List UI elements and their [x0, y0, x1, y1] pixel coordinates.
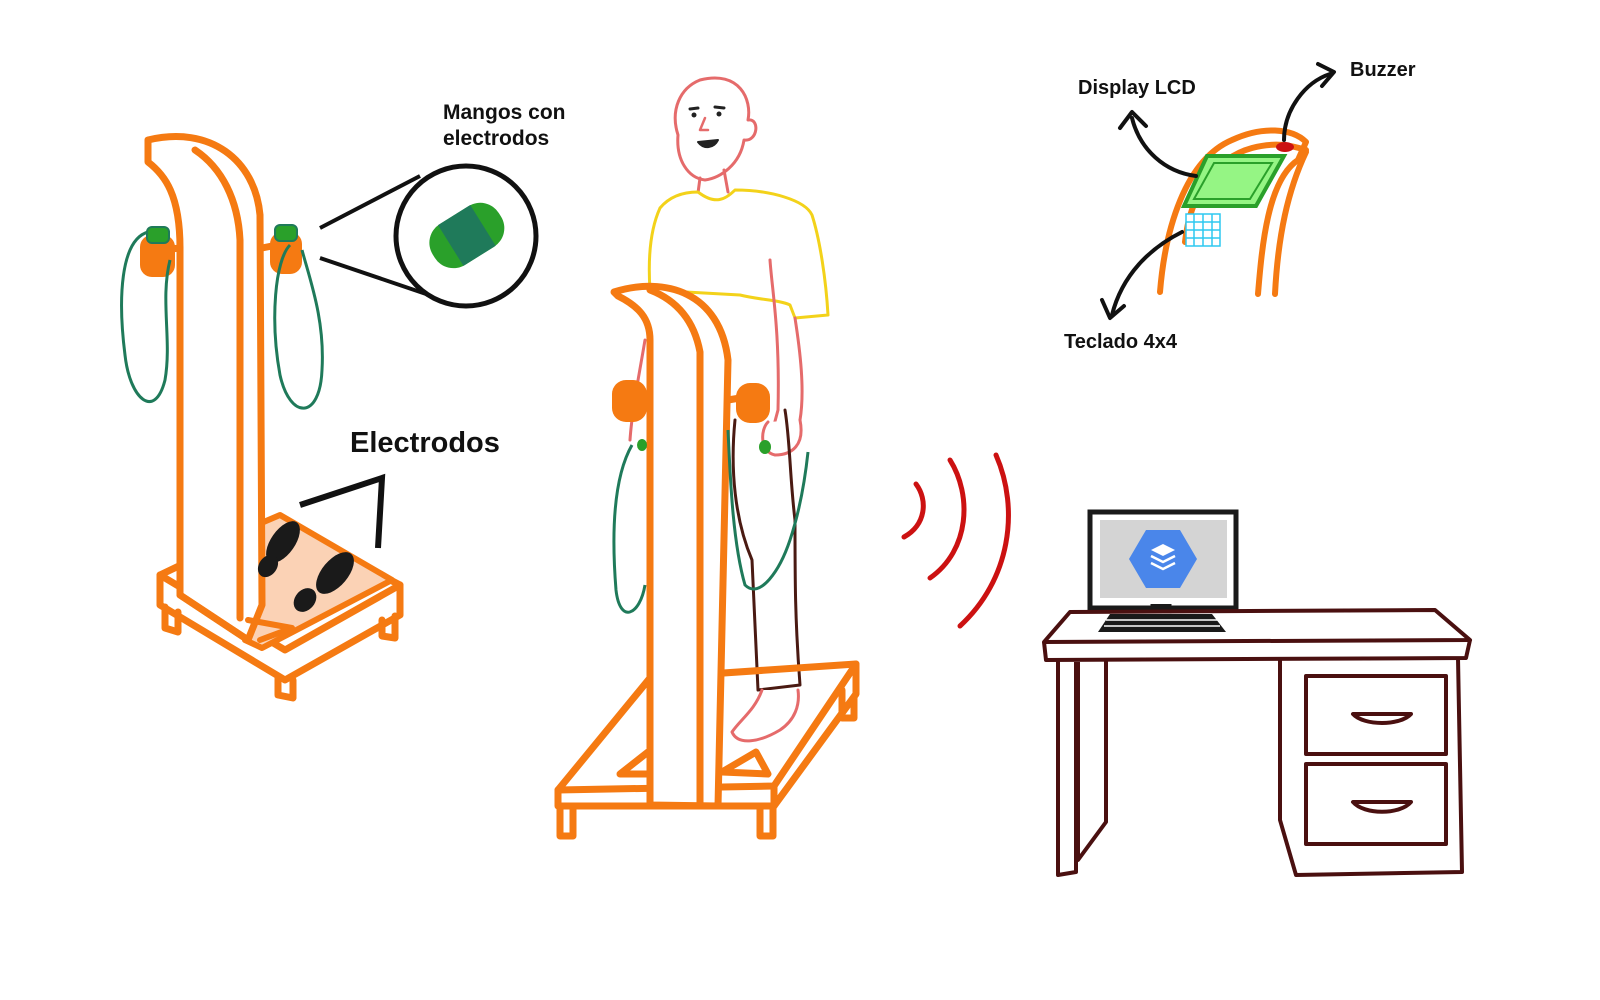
- arrow-keypad: [1110, 230, 1184, 317]
- hand-electrodes-left: [140, 224, 302, 277]
- buzzer-label: Buzzer: [1350, 59, 1416, 81]
- handle-magnifier: [319, 163, 539, 309]
- footprints-left: [257, 521, 354, 612]
- electrode-cables-left: [120, 230, 324, 410]
- machine-column: [144, 133, 266, 644]
- hand-electrodes-center: [612, 380, 771, 454]
- lcd-display: [1180, 154, 1288, 208]
- desk: [1042, 608, 1472, 877]
- machine-column-center: [610, 282, 732, 810]
- electrode-cables-center: [612, 429, 810, 614]
- arrow-buzzer: [1282, 72, 1332, 142]
- wifi-signal-icon: [901, 452, 1011, 629]
- arrow-display: [1130, 116, 1198, 178]
- callout-arrows: [1100, 62, 1336, 320]
- buzzer: [1276, 142, 1294, 152]
- scale-machine-center: [554, 282, 860, 840]
- database-icon: [1129, 530, 1197, 588]
- computer-monitor: [1087, 509, 1239, 632]
- handles-label: Mangos con electrodos: [443, 101, 566, 150]
- person-shirt: [647, 188, 830, 320]
- keypad-4x4: [1185, 213, 1221, 247]
- person: [628, 76, 830, 743]
- display-label: Display LCD: [1078, 77, 1196, 99]
- scale-machine-left: [144, 133, 404, 702]
- keypad-label: Teclado 4x4: [1064, 331, 1178, 353]
- electrodes-label: Electrodos: [350, 427, 500, 459]
- person-head: [673, 76, 758, 182]
- person-pants: [731, 408, 802, 692]
- electrodes-pointer: [299, 473, 386, 549]
